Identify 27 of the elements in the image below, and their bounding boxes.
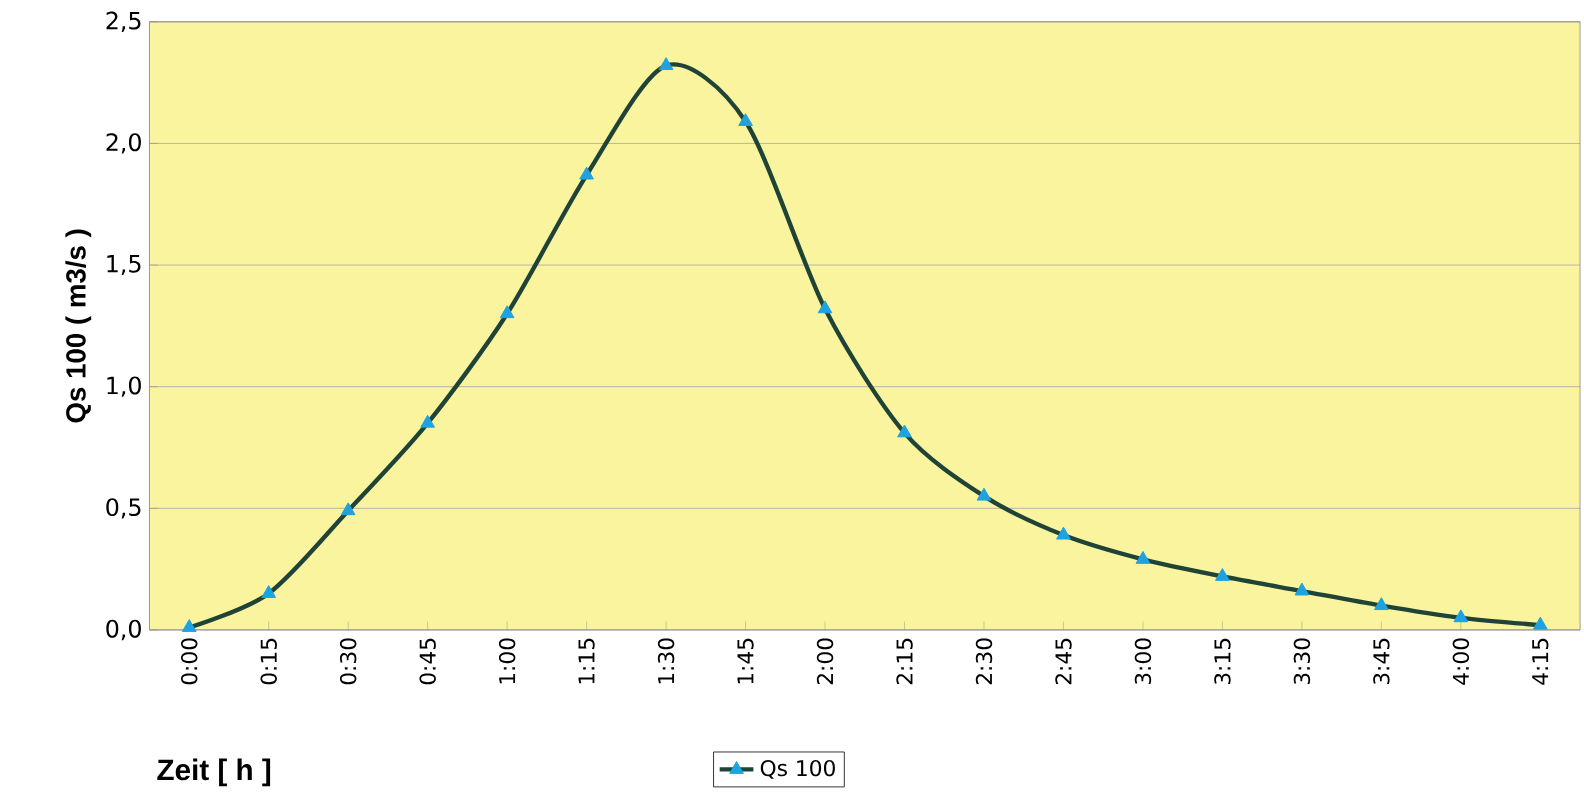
x-tick-label: 4:15 [1532, 638, 1549, 685]
x-axis-title: Zeit [ h ] [157, 758, 271, 787]
x-tick-label: 2:30 [975, 638, 993, 685]
x-tick-label: 0:30 [339, 638, 357, 685]
x-tick-label: 3:15 [1214, 638, 1231, 685]
x-tick-label: 1:00 [498, 638, 516, 684]
y-tick-label: 0,5 [106, 498, 141, 519]
x-tick-label: 3:30 [1293, 638, 1311, 685]
y-tick-label: 0,0 [106, 619, 141, 641]
x-tick-label: 0:15 [260, 638, 277, 685]
x-tick-label: 1:30 [657, 638, 675, 684]
x-tick-label: 2:45 [1055, 638, 1072, 685]
x-tick-label: 2:00 [816, 638, 834, 685]
x-tick-label: 1:15 [578, 638, 595, 684]
x-tick-label: 2:15 [896, 638, 913, 685]
y-tick-label: 1,0 [107, 376, 141, 397]
y-tick-label: 2,5 [106, 11, 141, 33]
x-tick-label: 3:45 [1373, 638, 1390, 685]
x-tick-label: 1:45 [737, 638, 754, 684]
x-tick-label: 0:00 [181, 638, 198, 685]
x-tick-label: 4:00 [1452, 638, 1470, 685]
x-tick-label: 0:45 [419, 638, 436, 685]
y-axis-title: Qs 100 ( m3/s ) [65, 229, 92, 423]
legend-label: Qs 100 [760, 760, 835, 779]
y-tick-label: 1,5 [107, 255, 141, 276]
y-tick-label: 2,0 [106, 133, 141, 154]
x-tick-label: 3:00 [1134, 638, 1152, 685]
